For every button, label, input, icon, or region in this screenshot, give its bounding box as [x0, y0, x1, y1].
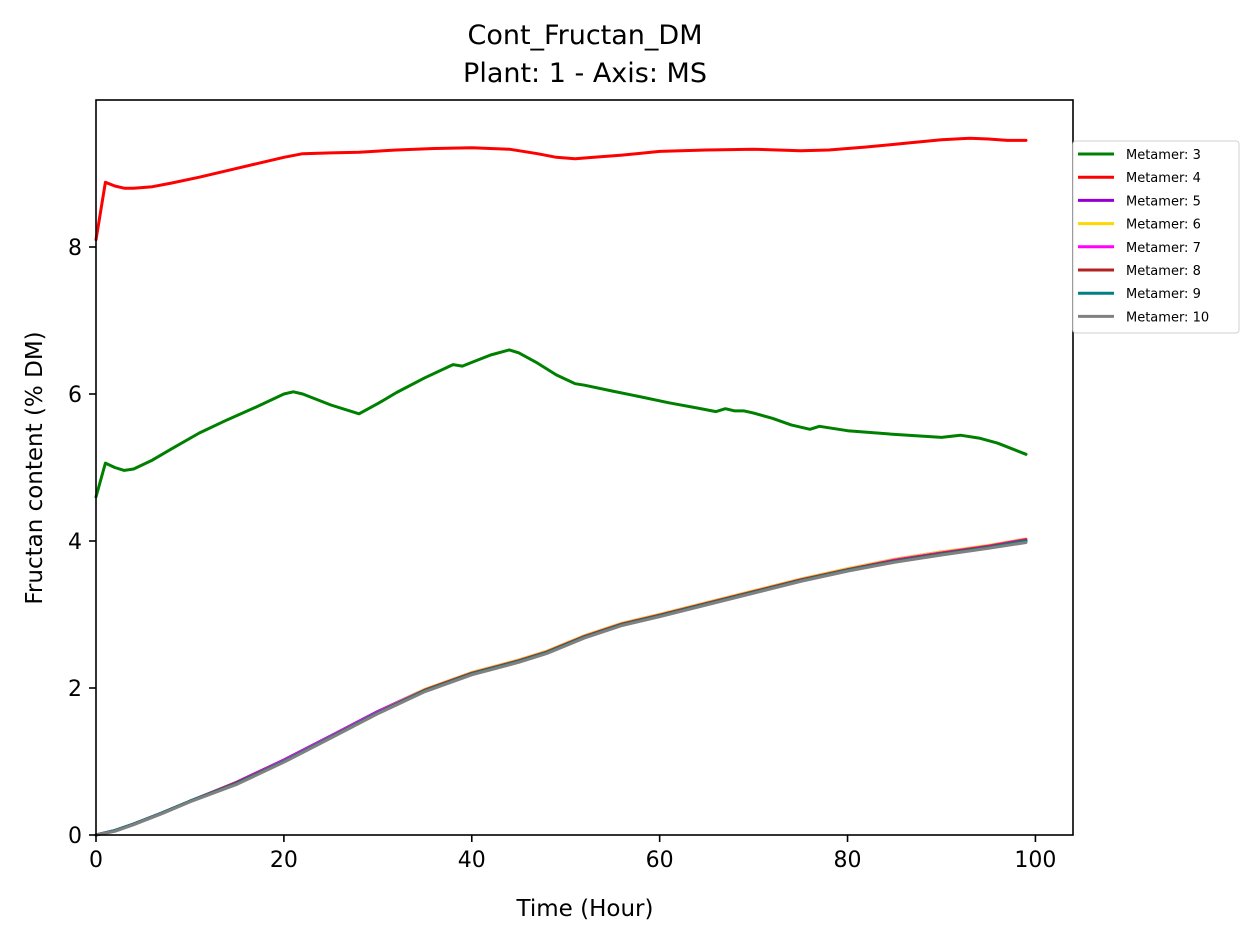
chart-subtitle: Plant: 1 - Axis: MS — [463, 58, 707, 89]
series-line-2 — [94, 136, 1028, 242]
legend-label: Metamer: 7 — [1126, 241, 1201, 256]
x-tick-label: 40 — [458, 848, 486, 873]
legend-label: Metamer: 4 — [1126, 171, 1201, 186]
y-tick-label: 0 — [68, 824, 82, 849]
x-tick-label: 80 — [834, 848, 862, 873]
x-tick-label: 0 — [89, 848, 103, 873]
legend: Metamer: 3 Metamer: 4 Metamer: 5 Metamer: 6… — [1072, 140, 1240, 334]
legend-label: Metamer: 3 — [1126, 148, 1201, 163]
plot-frame — [95, 99, 1074, 836]
series-line-8 — [94, 541, 1028, 837]
y-axis: 0 2 4 6 8 — [68, 236, 96, 849]
legend-label: Metamer: 5 — [1126, 194, 1201, 209]
x-tick-label: 20 — [270, 848, 298, 873]
y-tick-label: 6 — [68, 383, 82, 408]
series-layer — [94, 136, 1028, 837]
legend-box — [1072, 140, 1240, 334]
y-axis-label: Fructan content (% DM) — [22, 331, 48, 604]
x-tick-label: 100 — [1014, 848, 1056, 873]
y-tick-label: 2 — [68, 677, 82, 702]
legend-label: Metamer: 10 — [1126, 310, 1209, 325]
x-axis-label: Time (Hour) — [516, 896, 654, 922]
legend-label: Metamer: 6 — [1126, 218, 1201, 233]
y-tick-label: 4 — [68, 530, 82, 555]
x-tick-label: 60 — [646, 848, 674, 873]
series-line-1 — [94, 348, 1028, 499]
legend-label: Metamer: 9 — [1126, 287, 1201, 302]
y-tick-label: 8 — [68, 236, 82, 261]
chart-title: Cont_Fructan_DM — [467, 20, 702, 51]
legend-label: Metamer: 8 — [1126, 264, 1201, 279]
x-axis: 0 20 40 60 80 100 — [89, 835, 1056, 873]
